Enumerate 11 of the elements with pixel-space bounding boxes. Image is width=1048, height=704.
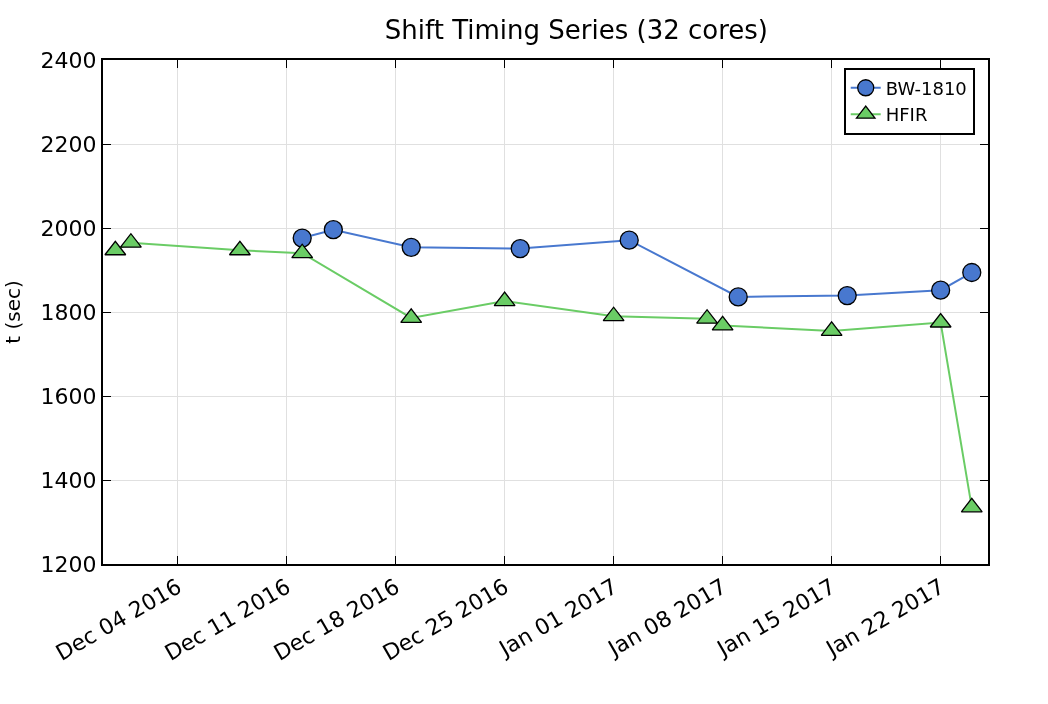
y-tick-label: 1400 bbox=[40, 467, 97, 493]
y-tick-label: 2000 bbox=[40, 215, 97, 241]
chart-title: Shift Timing Series (32 cores) bbox=[384, 15, 768, 46]
legend-label: BW-1810 bbox=[885, 77, 967, 99]
y-tick-label: 1600 bbox=[40, 383, 97, 409]
y-tick-label: 1800 bbox=[40, 299, 97, 325]
y-tick-label: 1200 bbox=[40, 551, 97, 577]
y-tick-label: 2200 bbox=[40, 131, 97, 157]
y-axis-title: t (sec) bbox=[0, 280, 25, 344]
y-tick-label: 2400 bbox=[40, 47, 97, 73]
legend-label: HFIR bbox=[885, 104, 928, 126]
